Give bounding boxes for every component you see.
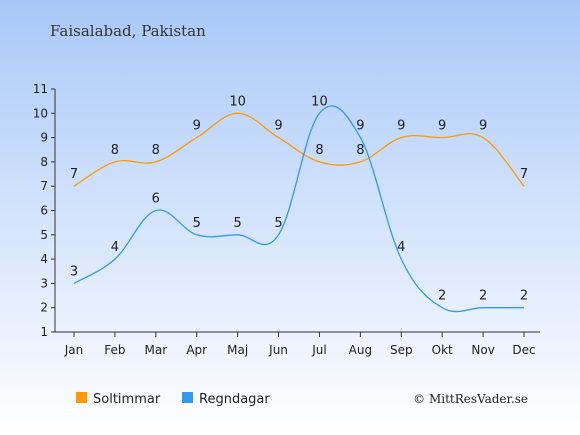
series-line-regndagar <box>73 105 524 313</box>
y-tick-label: 2 <box>40 301 48 315</box>
legend-label-regndagar: Regndagar <box>199 392 270 407</box>
x-tick-label: Nov <box>471 343 494 357</box>
data-label-soltimmar: 7 <box>520 167 528 182</box>
y-tick-label: 5 <box>40 228 48 242</box>
x-tick-label: Okt <box>432 343 453 357</box>
y-tick-label: 10 <box>33 106 48 120</box>
data-label-regndagar: 3 <box>70 264 78 279</box>
legend-swatch-soltimmar <box>76 392 87 403</box>
x-tick-label: Jul <box>311 343 326 357</box>
data-label-regndagar: 9 <box>356 119 364 134</box>
credit-text: © MittResVader.se <box>413 392 528 406</box>
data-label-regndagar: 5 <box>274 216 282 231</box>
x-tick-label: Dec <box>512 343 535 357</box>
data-label-soltimmar: 8 <box>315 143 323 158</box>
data-label-regndagar: 5 <box>233 216 241 231</box>
data-label-regndagar: 6 <box>152 192 160 207</box>
data-label-regndagar: 4 <box>111 240 119 255</box>
data-label-regndagar: 2 <box>479 289 487 304</box>
chart-title: Faisalabad, Pakistan <box>50 22 206 40</box>
x-tick-label: Jan <box>64 343 84 357</box>
data-label-soltimmar: 9 <box>397 119 405 134</box>
y-tick-label: 4 <box>40 252 48 266</box>
data-label-soltimmar: 8 <box>111 143 119 158</box>
x-tick-label: Feb <box>104 343 125 357</box>
y-tick-label: 1 <box>40 325 48 339</box>
data-label-soltimmar: 9 <box>193 119 201 134</box>
data-label-soltimmar: 8 <box>152 143 160 158</box>
x-tick-label: Maj <box>227 343 248 357</box>
legend-label-soltimmar: Soltimmar <box>93 392 161 407</box>
legend-swatch-regndagar <box>182 392 193 403</box>
x-tick-label: Aug <box>349 343 372 357</box>
data-label-soltimmar: 8 <box>356 143 364 158</box>
data-label-soltimmar: 10 <box>229 94 246 109</box>
x-tick-label: Mar <box>144 343 167 357</box>
legend: Soltimmar Regndagar <box>76 392 270 407</box>
y-tick-label: 3 <box>40 276 48 290</box>
data-label-regndagar: 5 <box>193 216 201 231</box>
y-tick-label: 7 <box>40 179 48 193</box>
data-label-regndagar: 4 <box>397 240 405 255</box>
data-label-soltimmar: 9 <box>274 119 282 134</box>
data-label-soltimmar: 7 <box>70 167 78 182</box>
x-tick-label: Jun <box>268 343 288 357</box>
series-layer <box>73 105 525 313</box>
y-tick-label: 11 <box>33 82 48 96</box>
x-tick-label: Apr <box>186 343 207 357</box>
series-line-soltimmar <box>73 112 525 187</box>
data-label-regndagar: 10 <box>311 94 328 109</box>
data-label-soltimmar: 9 <box>479 119 487 134</box>
y-tick-label: 6 <box>40 204 48 218</box>
y-tick-label: 8 <box>40 155 48 169</box>
data-label-regndagar: 2 <box>438 289 446 304</box>
y-tick-label: 9 <box>40 131 48 145</box>
axes: 1 2 3 4 5 6 7 8 9 10 11 Jan Feb Mar Apr Maj Jun Jul Aug Sep… <box>33 82 540 357</box>
data-label-regndagar: 2 <box>520 289 528 304</box>
data-labels: 7 3 8 4 8 6 9 5 10 5 9 5 8 10 8 9 9 4 9 2 9 2 7 2 <box>70 94 528 303</box>
x-tick-label: Sep <box>390 343 413 357</box>
data-label-soltimmar: 9 <box>438 119 446 134</box>
